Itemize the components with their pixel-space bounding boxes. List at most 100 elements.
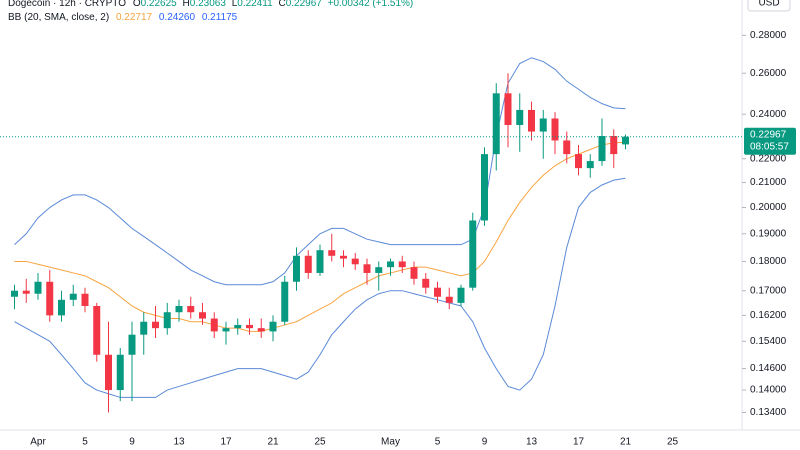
candle-body [58, 299, 65, 316]
x-tick-label: 9 [482, 437, 488, 448]
candle-body [610, 135, 618, 155]
candle-body [434, 287, 441, 297]
l-label: L [232, 0, 238, 9]
candle-body [116, 354, 124, 391]
x-tick-label: May [381, 437, 400, 448]
x-tick-label: 17 [573, 437, 585, 448]
candle-body [375, 267, 383, 273]
y-tick-label: 0.16200 [750, 310, 787, 321]
x-tick-label: 5 [82, 437, 88, 448]
candle-body [539, 118, 547, 132]
candle-body [551, 118, 559, 141]
candle-body [586, 161, 594, 169]
candle-body [410, 267, 418, 279]
x-tick-label: 25 [667, 437, 679, 448]
candle-body [445, 296, 453, 303]
y-tick-label: 0.14600 [750, 363, 787, 374]
candle-body [504, 93, 512, 125]
candle-body [11, 290, 18, 297]
y-tick-label: 0.20000 [750, 202, 787, 213]
h-label: H [183, 0, 190, 9]
x-tick-label: 21 [267, 437, 279, 448]
candle-body [575, 154, 582, 169]
y-tick-label: 0.18000 [750, 256, 787, 267]
candle-body [387, 261, 394, 268]
candle-body [187, 305, 195, 313]
l-value: 0.22411 [237, 0, 273, 9]
candle-body [269, 321, 277, 332]
candle-body [163, 312, 171, 329]
candle-body [69, 293, 77, 300]
y-tick-label: 0.14000 [750, 385, 787, 396]
x-tick-label: Apr [30, 437, 46, 448]
candle-body [492, 93, 500, 155]
candle-body [398, 261, 406, 268]
c-value: 0.22967 [286, 0, 323, 9]
candle-body [598, 135, 606, 162]
band-line [14, 177, 626, 398]
candle-body [316, 250, 324, 273]
candle-body [351, 258, 359, 265]
currency-button[interactable] [747, 0, 791, 12]
plot: 0.28000 0.26000 0.24000 0.22000 0.21000 0.200… [0, 30, 796, 448]
candle-body [234, 324, 242, 329]
y-tick-label: 0.17000 [750, 285, 787, 296]
candle-body [222, 328, 230, 332]
candle-body [304, 255, 312, 273]
candle-body [340, 255, 347, 259]
indicator-upper: 0.24260 [159, 12, 196, 23]
c-label: C [278, 0, 285, 9]
candle-body [140, 321, 148, 335]
candle-body [516, 109, 524, 125]
candle-body [328, 250, 336, 256]
band-line [14, 141, 626, 332]
indicator-label: BB (20, SMA, close, 2) [8, 12, 109, 23]
candle-body [105, 354, 112, 391]
symbol: Dogecoin · 12h · CRYPTO [8, 0, 126, 9]
y-tick-label: 0.13400 [750, 407, 787, 418]
y-tick-label: 0.19000 [750, 228, 787, 239]
candle-body [210, 318, 218, 332]
x-tick-label: 25 [314, 437, 326, 448]
candle-body [246, 324, 253, 329]
last-price-box [744, 127, 796, 155]
x-tick-label: 13 [526, 437, 538, 448]
candle-body [257, 328, 265, 332]
h-value: 0.23063 [190, 0, 227, 9]
y-tick-label: 0.28000 [750, 30, 787, 41]
change: +0.00342 (+1.51%) [328, 0, 414, 9]
last-price-label: 0.22967 [750, 129, 787, 140]
x-tick-label: 13 [173, 437, 185, 448]
o-label: O [133, 0, 141, 9]
candle-body [46, 281, 54, 316]
candle-body [81, 293, 89, 306]
y-tick-label: 0.24000 [750, 109, 787, 120]
candle-body [481, 154, 488, 221]
candle-body [469, 220, 477, 288]
candle-body [363, 264, 371, 273]
y-tick-label: 0.22000 [750, 153, 787, 164]
candle-body [281, 281, 289, 322]
candle-body [528, 109, 535, 132]
y-tick-label: 0.15400 [750, 336, 787, 347]
candle-body [563, 140, 571, 155]
countdown: 08:05:57 [750, 141, 789, 152]
candle-body [152, 321, 159, 329]
candle-body [34, 281, 42, 294]
indicator-lower: 0.21175 [202, 12, 238, 23]
y-tick-label: 0.26000 [750, 68, 787, 79]
candle-body [422, 278, 430, 288]
x-tick-label: 21 [620, 437, 632, 448]
candle-body [128, 334, 136, 355]
y-tick-label: 0.21000 [750, 177, 787, 188]
candle-body [622, 136, 629, 145]
candle-body [175, 305, 183, 313]
currency[interactable]: USD [758, 0, 779, 9]
candle-body [93, 305, 101, 355]
candle-body [199, 312, 206, 319]
o-value: 0.22625 [141, 0, 178, 9]
x-tick-label: 5 [435, 437, 441, 448]
candle-body [293, 255, 300, 282]
